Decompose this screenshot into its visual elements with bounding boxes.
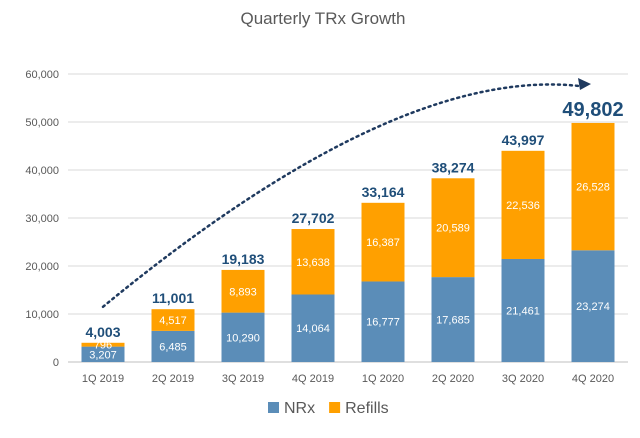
segment-label-nrx: 23,274 [576,301,610,313]
segment-label-nrx: 10,290 [226,332,260,344]
bar-refills [501,150,545,259]
segment-label-nrx: 14,064 [296,323,330,335]
segment-label-refills: 26,528 [576,182,610,194]
bar-refills [81,342,125,347]
x-tick-label: 3Q 2019 [222,373,264,385]
x-tick-label: 4Q 2020 [572,373,614,385]
y-tick-label: 60,000 [25,69,59,81]
total-label: 11,001 [152,290,194,306]
chart-title: Quarterly TRx Growth [240,9,405,28]
trend-arrow [101,78,591,309]
bars [81,122,615,362]
x-tick-label: 2Q 2020 [432,373,474,385]
y-tick-label: 50,000 [25,117,59,129]
segment-label-refills: 22,536 [506,200,540,212]
total-label: 38,274 [432,159,475,175]
total-label: 43,997 [502,132,545,148]
total-label: 33,164 [362,184,405,200]
segment-label-nrx: 17,685 [436,315,470,327]
bar-nrx [501,258,545,362]
legend-label-nrx: NRx [284,400,315,417]
segment-label-nrx: 3,207 [89,349,117,361]
bar-refills [361,202,405,282]
trend-arrow-line [101,83,581,309]
bar-nrx [151,330,195,362]
legend-swatch-refills [329,402,341,413]
bar-nrx [431,277,475,362]
legend-label-refills: Refills [345,400,389,417]
total-label: 4,003 [85,324,120,340]
segment-label-nrx: 21,461 [506,305,540,317]
legend: NRx Refills [268,400,389,417]
bar-refills [571,122,615,251]
total-label: 27,702 [292,210,335,226]
segment-label-refills: 796 [94,340,112,352]
x-tick-label: 4Q 2019 [292,373,334,385]
segment-label-refills: 4,517 [159,315,187,327]
x-tick-label: 1Q 2020 [362,373,404,385]
total-label: 49,802 [562,99,623,121]
legend-swatch-nrx [268,402,279,413]
segment-label-refills: 20,589 [436,223,470,235]
y-tick-label: 10,000 [25,309,59,321]
bar-nrx [571,250,615,362]
trend-arrow-head [578,78,591,90]
total-label: 19,183 [222,251,265,267]
bar-nrx [81,346,125,362]
bar-refills [431,178,475,278]
segment-label-refills: 13,638 [296,257,330,269]
bar-nrx [361,281,405,362]
segment-label-refills: 8,893 [229,286,257,298]
y-tick-label: 30,000 [25,213,59,225]
y-tick-label: 40,000 [25,165,59,177]
bar-nrx [221,312,265,362]
bar-refills [221,269,265,313]
segment-label-nrx: 6,485 [159,341,187,353]
x-tick-label: 2Q 2019 [152,373,194,385]
y-tick-label: 0 [53,357,59,369]
x-tick-label: 3Q 2020 [502,373,544,385]
y-tick-label: 20,000 [25,261,59,273]
bar-refills [151,309,195,331]
bar-nrx [291,294,335,362]
bar-refills [291,229,335,295]
segment-label-nrx: 16,777 [366,317,400,329]
x-axis: 1Q 2019 2Q 2019 3Q 2019 4Q 2019 1Q 2020 2Q 20… [82,373,614,385]
x-tick-label: 1Q 2019 [82,373,124,385]
y-axis: 0 10,000 20,000 30,000 40,000 50,000 60,000 [25,69,59,369]
segment-label-refills: 16,387 [366,237,400,249]
